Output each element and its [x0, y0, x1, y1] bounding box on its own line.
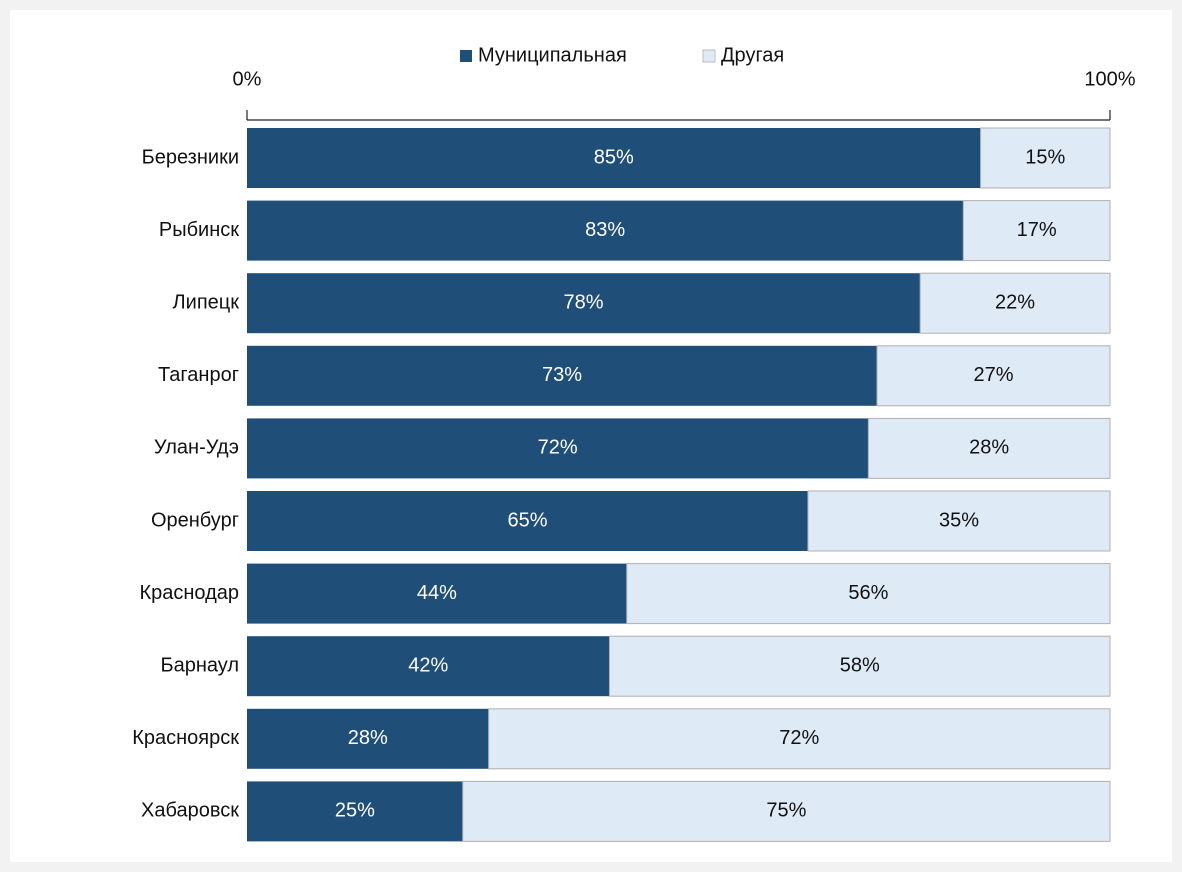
data-label: 35%: [939, 509, 979, 531]
data-label: 75%: [766, 800, 806, 822]
data-label: 65%: [507, 509, 547, 531]
legend-swatch: [702, 49, 716, 63]
y-tick-label: Березники: [142, 146, 239, 168]
bar-segment: [876, 345, 1111, 407]
y-tick-label: Рыбинск: [159, 219, 239, 241]
y-tick-label: Хабаровск: [141, 800, 239, 822]
y-tick-label: Липецк: [173, 291, 240, 313]
bar-segment: [247, 418, 869, 479]
bar-segment: [807, 490, 1111, 552]
y-tick-label: Барнаул: [160, 654, 239, 676]
y-tick-label: Оренбург: [151, 509, 239, 531]
y-tick-label: Улан-Удэ: [154, 437, 239, 459]
bar-segment: [247, 273, 921, 334]
data-label: 17%: [1017, 219, 1057, 241]
data-label: 72%: [538, 437, 578, 459]
data-label: 44%: [417, 582, 457, 604]
data-label: 56%: [848, 582, 888, 604]
data-label: 15%: [1025, 146, 1065, 168]
data-label: 58%: [840, 654, 880, 676]
bar-segment: [867, 417, 1111, 479]
bar-segment: [919, 272, 1111, 334]
data-label: 25%: [335, 800, 375, 822]
data-label: 28%: [969, 437, 1009, 459]
bar-segment: [247, 200, 964, 261]
bar-segment: [962, 200, 1111, 262]
bar-segment: [247, 345, 877, 406]
legend-swatch: [460, 50, 472, 62]
legend-label: Другая: [721, 44, 784, 66]
bar-segment: [247, 563, 627, 624]
y-tick-label: Красноярск: [132, 727, 239, 749]
data-label: 73%: [542, 364, 582, 386]
bar-segment: [247, 636, 610, 697]
bar-segment: [626, 563, 1111, 625]
x-tick-label: 100%: [1084, 68, 1135, 90]
bar-segment: [247, 781, 463, 842]
bar-segment: [980, 127, 1111, 189]
data-label: 83%: [585, 219, 625, 241]
bar-segment: [462, 780, 1111, 842]
bar-segment: [247, 708, 489, 769]
data-label: 72%: [779, 727, 819, 749]
data-label: 28%: [348, 727, 388, 749]
legend-label: Муниципальная: [478, 44, 627, 66]
x-tick-label: 0%: [233, 68, 262, 90]
bar-segment: [247, 491, 808, 551]
y-tick-label: Краснодар: [139, 582, 239, 604]
bar-segment: [488, 708, 1111, 770]
data-label: 85%: [594, 146, 634, 168]
bar-segment: [608, 635, 1111, 697]
data-label: 78%: [564, 291, 604, 313]
data-label: 22%: [995, 291, 1035, 313]
y-tick-label: Таганрог: [158, 364, 239, 386]
bar-segment: [247, 128, 981, 188]
data-label: 27%: [973, 364, 1013, 386]
data-label: 42%: [408, 654, 448, 676]
